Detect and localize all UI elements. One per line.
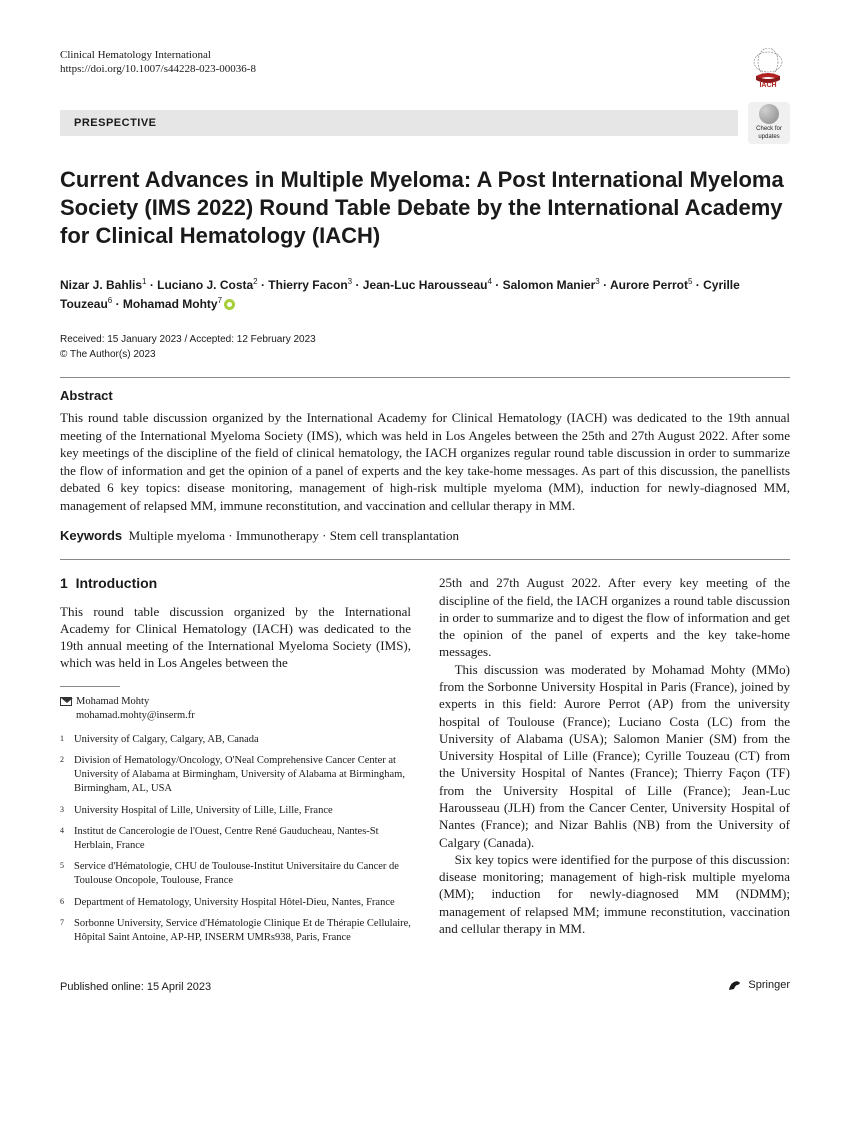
body-columns: 1 Introduction This round table discussi… <box>60 574 790 952</box>
affiliation-item: 3University Hospital of Lille, Universit… <box>60 804 411 818</box>
corr-name: Mohamad Mohty <box>76 696 149 707</box>
keywords-text: Multiple myeloma · Immunotherapy · Stem … <box>129 528 459 543</box>
orcid-icon[interactable] <box>224 299 235 310</box>
affiliation-text: Service d'Hématologie, CHU de Toulouse-I… <box>74 860 411 888</box>
keywords-label: Keywords <box>60 528 122 543</box>
journal-info: Clinical Hematology International https:… <box>60 48 256 77</box>
right-column: 25th and 27th August 2022. After every k… <box>439 574 790 952</box>
body-paragraph: Six key topics were identified for the p… <box>439 851 790 937</box>
intro-paragraph: This round table discussion organized by… <box>60 603 411 672</box>
section-title: Introduction <box>76 575 158 591</box>
page-header: Clinical Hematology International https:… <box>60 48 790 88</box>
affiliation-text: Sorbonne University, Service d'Hématolog… <box>74 917 411 945</box>
affiliation-text: Department of Hematology, University Hos… <box>74 896 411 910</box>
section-heading: 1 Introduction <box>60 574 411 592</box>
affiliation-text: Division of Hematology/Oncology, O'Neal … <box>74 754 411 797</box>
journal-name: Clinical Hematology International <box>60 48 256 62</box>
affiliation-number: 7 <box>60 917 74 945</box>
copyright: © The Author(s) 2023 <box>60 348 790 361</box>
corresponding-author: Mohamad Mohty mohamad.mohty@inserm.fr <box>60 695 411 723</box>
divider <box>60 377 790 378</box>
section-number: 1 <box>60 575 68 591</box>
article-type: PRESPECTIVE <box>60 110 738 136</box>
affiliation-item: 6Department of Hematology, University Ho… <box>60 896 411 910</box>
article-title: Current Advances in Multiple Myeloma: A … <box>60 166 790 250</box>
iach-logo: IACH <box>746 48 790 88</box>
affiliation-number: 2 <box>60 754 74 797</box>
authors-text: Nizar J. Bahlis1 · Luciano J. Costa2 · T… <box>60 278 740 310</box>
keywords: Keywords Multiple myeloma · Immunotherap… <box>60 528 790 545</box>
article-dates: Received: 15 January 2023 / Accepted: 12… <box>60 333 790 346</box>
abstract-text: This round table discussion organized by… <box>60 409 790 514</box>
doi-link[interactable]: https://doi.org/10.1007/s44228-023-00036… <box>60 62 256 76</box>
envelope-icon <box>60 697 72 706</box>
svg-text:IACH: IACH <box>759 82 776 88</box>
springer-horse-icon <box>726 976 744 994</box>
correspondence-divider <box>60 686 120 687</box>
affiliation-item: 4Institut de Cancerologie de l'Ouest, Ce… <box>60 825 411 853</box>
affiliation-text: University of Calgary, Calgary, AB, Cana… <box>74 733 411 747</box>
published-online: Published online: 15 April 2023 <box>60 980 211 994</box>
article-type-bar: PRESPECTIVE Check for updates <box>60 102 790 144</box>
affiliation-item: 1University of Calgary, Calgary, AB, Can… <box>60 733 411 747</box>
divider <box>60 559 790 560</box>
check-for-updates-button[interactable]: Check for updates <box>748 102 790 144</box>
affiliation-text: University Hospital of Lille, University… <box>74 804 411 818</box>
page-footer: Published online: 15 April 2023 Springer <box>60 976 790 994</box>
affiliation-text: Institut de Cancerologie de l'Ouest, Cen… <box>74 825 411 853</box>
corr-email[interactable]: mohamad.mohty@inserm.fr <box>76 709 195 723</box>
affiliation-item: 2Division of Hematology/Oncology, O'Neal… <box>60 754 411 797</box>
author-list: Nizar J. Bahlis1 · Luciano J. Costa2 · T… <box>60 276 790 313</box>
check-updates-icon <box>759 104 779 124</box>
affiliation-item: 5Service d'Hématologie, CHU de Toulouse-… <box>60 860 411 888</box>
body-paragraph: This discussion was moderated by Mohamad… <box>439 661 790 851</box>
check-updates-label: Check for updates <box>748 126 790 142</box>
abstract-heading: Abstract <box>60 388 790 405</box>
affiliation-number: 1 <box>60 733 74 747</box>
affiliation-list: 1University of Calgary, Calgary, AB, Can… <box>60 733 411 945</box>
affiliation-number: 6 <box>60 896 74 910</box>
affiliation-item: 7Sorbonne University, Service d'Hématolo… <box>60 917 411 945</box>
publisher-name: Springer <box>748 978 790 992</box>
body-paragraph: 25th and 27th August 2022. After every k… <box>439 574 790 660</box>
iach-logo-icon: IACH <box>746 48 790 88</box>
left-column: 1 Introduction This round table discussi… <box>60 574 411 952</box>
affiliation-number: 4 <box>60 825 74 853</box>
affiliation-number: 5 <box>60 860 74 888</box>
affiliation-number: 3 <box>60 804 74 818</box>
publisher: Springer <box>726 976 790 994</box>
